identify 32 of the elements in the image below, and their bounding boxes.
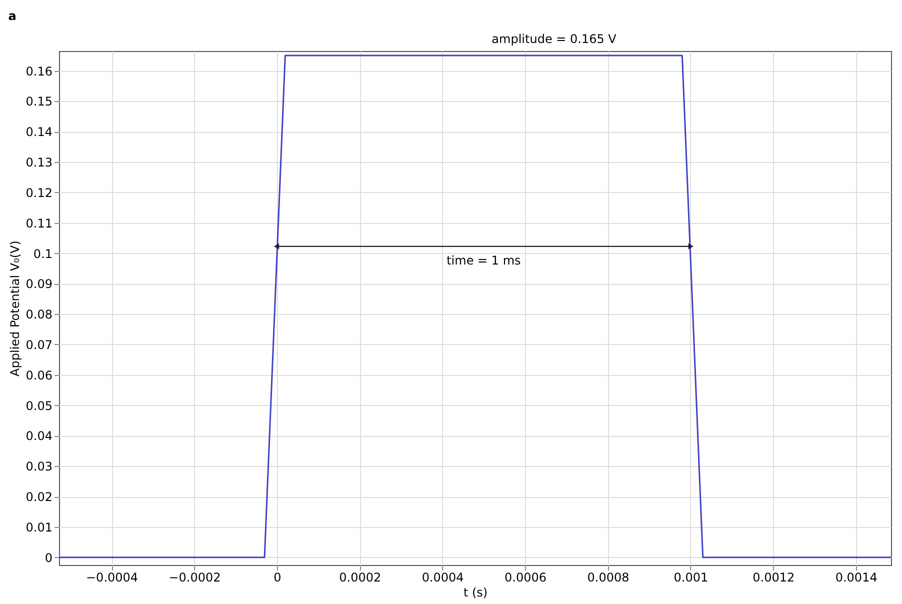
annotation: amplitude = 0.165 V xyxy=(492,32,618,46)
y-tick-label: 0.01 xyxy=(26,520,52,534)
chart-title: a xyxy=(8,9,16,23)
x-tick-label: 0.0014 xyxy=(835,570,878,584)
y-tick-label: 0.07 xyxy=(26,338,52,352)
x-tick-label: 0.0008 xyxy=(587,570,630,584)
y-tick-label: 0.04 xyxy=(26,429,52,444)
annotation: time = 1 ms xyxy=(446,253,521,268)
y-tick-label: 0.08 xyxy=(26,308,52,322)
y-axis-title: Applied Potential V₀(V) xyxy=(8,240,22,376)
y-tick-label: 0.09 xyxy=(26,277,52,292)
y-tick-label: 0.06 xyxy=(26,368,52,382)
x-tick-label: −0.0004 xyxy=(86,570,138,584)
y-tick-label: 0.13 xyxy=(26,156,52,170)
y-tick-label: 0 xyxy=(44,550,52,565)
y-tick-label: 0.05 xyxy=(26,398,52,413)
x-tick-label: 0.0004 xyxy=(422,570,464,584)
x-tick-label: 0 xyxy=(274,570,282,584)
y-tick-label: 0.02 xyxy=(26,490,52,504)
x-tick-label: 0.0012 xyxy=(752,570,795,584)
x-tick-label: −0.0002 xyxy=(168,570,221,584)
y-tick-label: 0.1 xyxy=(33,246,52,261)
y-tick-label: 0.03 xyxy=(26,460,52,474)
y-tick-label: 0.12 xyxy=(26,186,52,200)
y-tick-label: 0.16 xyxy=(26,64,52,78)
x-tick-label: 0.0002 xyxy=(339,570,382,584)
y-tick-label: 0.14 xyxy=(26,125,52,140)
y-tick-label: 0.15 xyxy=(26,94,52,109)
y-tick-label: 0.11 xyxy=(26,216,52,230)
x-tick-label: 0.001 xyxy=(674,570,708,584)
x-axis-title: t (s) xyxy=(463,586,488,600)
x-tick-label: 0.0006 xyxy=(504,570,547,584)
